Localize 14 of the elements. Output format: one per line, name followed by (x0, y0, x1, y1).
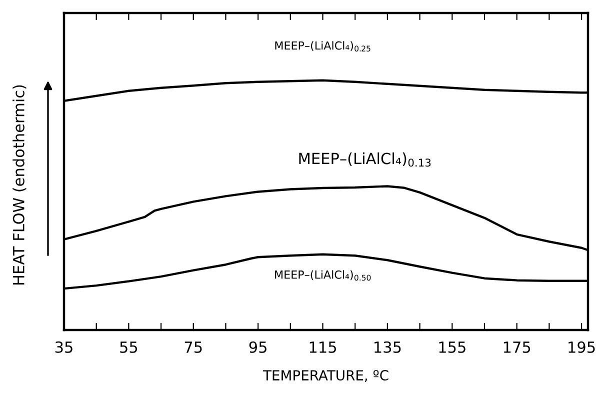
x-tick-label: 155 (439, 342, 466, 353)
series-label: MEEP–(LiAlCl₄)$_{0.50}$ (275, 270, 371, 281)
x-tick-label: 175 (504, 342, 530, 353)
text: MEEP–(LiAlCl₄)$_{0.25}$ (275, 41, 370, 52)
x-tick-label: 95 (249, 341, 266, 353)
x-tick-label: 75 (184, 342, 202, 353)
y-axis-title: HEAT FLOW (endothermic) (12, 85, 26, 284)
series-label: MEEP–(LiAlCl₄)$_{0.13}$ (299, 152, 431, 167)
x-axis-title: TEMPERATURE, ºC (262, 370, 388, 382)
x-tick-label: 115 (310, 342, 336, 353)
x-tick-label: 195 (568, 341, 595, 353)
x-tick-label: 55 (120, 342, 138, 353)
x-tick-label: 135 (374, 341, 401, 353)
x-tick-label: 35 (55, 341, 72, 353)
